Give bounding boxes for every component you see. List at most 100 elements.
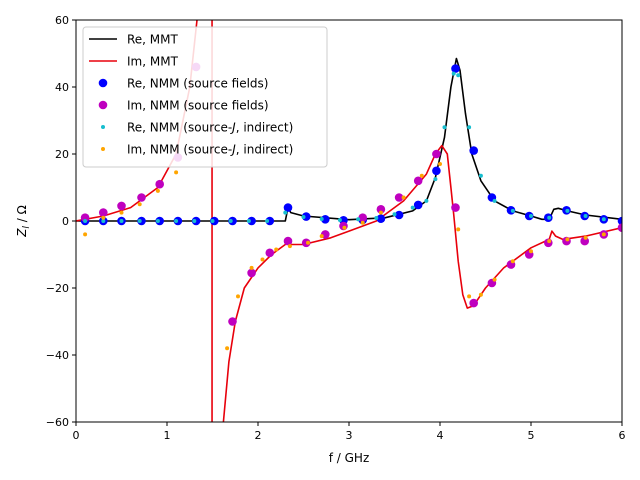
point-im-nmm-source-j-indirect [401, 195, 406, 200]
point-re-nmm-source-j-indirect [583, 214, 588, 218]
y-axis: −60 −40 −20 0 20 40 60 [46, 14, 76, 429]
point-im-nmm-source-j-indirect [419, 173, 424, 178]
y-tick-label: 20 [55, 148, 69, 161]
series-line-re-mmt [76, 57, 622, 222]
legend-label: Re, MMT [127, 33, 179, 47]
point-im-nmm-source-fields [469, 298, 479, 308]
y-tick-label: −40 [46, 349, 69, 362]
point-im-nmm-source-j-indirect [249, 265, 254, 270]
point-im-nmm-source-fields [394, 193, 404, 202]
point-im-nmm-source-fields [283, 236, 293, 246]
point-re-nmm-source-j-indirect [283, 210, 288, 215]
point-im-nmm-source-fields [432, 149, 441, 159]
point-im-nmm-source-j-indirect [274, 247, 279, 252]
y-tick-label: −60 [46, 416, 69, 429]
legend-swatch [101, 147, 105, 151]
point-im-nmm-source-j-indirect [119, 210, 124, 215]
point-im-nmm-source-j-indirect [601, 232, 606, 237]
point-im-nmm-source-j-indirect [378, 210, 383, 215]
point-im-nmm-source-j-indirect [529, 249, 533, 254]
legend-label: Im, NMM (source fields) [127, 99, 269, 113]
legend-label: Im, NMM (source-J, indirect) [127, 143, 293, 157]
point-im-nmm-source-fields [376, 205, 386, 214]
point-re-nmm-source-j-indirect [265, 219, 270, 223]
point-re-nmm-source-j-indirect [228, 219, 233, 223]
y-tick-label: 0 [62, 215, 69, 228]
point-re-nmm-source-j-indirect [547, 215, 552, 220]
point-re-nmm-source-j-indirect [451, 71, 456, 76]
x-tick-label: 5 [528, 429, 535, 442]
point-re-nmm-source-fields [394, 210, 404, 220]
point-im-nmm-source-j-indirect [83, 232, 88, 237]
point-im-nmm-source-fields [265, 248, 275, 258]
point-re-nmm-source-j-indirect [246, 219, 251, 223]
x-tick-label: 1 [164, 429, 171, 442]
point-re-nmm-source-j-indirect [601, 217, 606, 222]
point-im-nmm-source-j-indirect [438, 162, 442, 166]
x-tick-label: 6 [619, 429, 626, 442]
legend-swatch [98, 78, 108, 88]
x-tick-label: 2 [255, 429, 262, 442]
point-re-nmm-source-j-indirect [433, 177, 438, 182]
point-re-nmm-source-fields [283, 203, 293, 212]
y-axis-label: Zl / Ω [15, 205, 32, 238]
legend-label: Re, NMM (source fields) [127, 77, 268, 91]
point-im-nmm-source-fields [413, 176, 423, 186]
y-tick-label: −20 [46, 282, 69, 295]
point-re-nmm-source-j-indirect [510, 208, 515, 213]
point-im-nmm-source-j-indirect [236, 294, 240, 299]
point-re-nmm-source-j-indirect [319, 217, 324, 221]
point-im-nmm-source-j-indirect [467, 294, 472, 299]
x-axis-label: f / GHz [329, 451, 370, 465]
legend-label: Re, NMM (source-J, indirect) [127, 121, 293, 135]
point-re-nmm-source-fields [432, 166, 441, 176]
point-im-nmm-source-j-indirect [319, 234, 324, 239]
point-re-nmm-source-fields [413, 200, 423, 210]
y-tick-label: 60 [55, 14, 69, 27]
y-tick-label: 40 [55, 81, 69, 94]
point-re-nmm-source-j-indirect [137, 219, 142, 223]
point-im-nmm-source-j-indirect [478, 292, 483, 297]
point-re-nmm-source-j-indirect [565, 208, 570, 213]
point-im-nmm-source-fields [228, 317, 237, 326]
point-re-nmm-source-j-indirect [356, 217, 361, 222]
point-re-nmm-source-j-indirect [174, 219, 179, 223]
point-im-nmm-source-j-indirect [260, 257, 265, 262]
point-im-nmm-source-j-indirect [155, 188, 160, 193]
point-im-nmm-source-j-indirect [225, 346, 230, 351]
point-im-nmm-source-j-indirect [306, 240, 310, 245]
legend-swatch [98, 100, 108, 110]
point-im-nmm-source-j-indirect [342, 225, 347, 230]
point-im-nmm-source-j-indirect [287, 244, 292, 249]
legend: Re, MMT Im, MMT Re, NMM (source fields) Im,… [82, 26, 328, 168]
point-im-nmm-source-j-indirect [174, 170, 179, 175]
point-im-nmm-source-fields [358, 213, 368, 222]
point-im-nmm-source-j-indirect [101, 215, 106, 220]
point-im-nmm-source-j-indirect [583, 235, 588, 240]
point-im-nmm-source-fields [99, 208, 108, 217]
point-re-nmm-source-j-indirect [337, 218, 342, 222]
series-line-im-mmt [222, 144, 622, 422]
point-re-nmm-source-j-indirect [119, 219, 124, 223]
point-im-nmm-source-fields [137, 193, 146, 202]
point-re-nmm-source-j-indirect [155, 219, 160, 223]
point-im-nmm-source-fields [451, 203, 460, 212]
point-im-nmm-source-fields [117, 201, 126, 211]
point-re-nmm-source-j-indirect [101, 219, 106, 223]
point-re-nmm-source-j-indirect [410, 205, 415, 210]
point-re-nmm-source-j-indirect [529, 214, 533, 218]
x-tick-label: 4 [437, 429, 444, 442]
point-im-nmm-source-j-indirect [137, 202, 142, 207]
point-im-nmm-source-fields [80, 213, 90, 222]
point-re-nmm-source-j-indirect [492, 198, 497, 203]
point-re-nmm-source-fields [617, 216, 622, 226]
point-re-nmm-source-fields [321, 215, 330, 224]
point-im-nmm-source-fields [247, 268, 256, 278]
point-re-nmm-source-j-indirect [374, 216, 379, 220]
point-re-nmm-source-j-indirect [478, 173, 483, 178]
point-re-nmm-source-fields [376, 214, 386, 223]
point-im-nmm-source-j-indirect [565, 237, 570, 242]
point-im-nmm-source-j-indirect [510, 259, 515, 264]
point-re-nmm-source-j-indirect [442, 125, 447, 130]
